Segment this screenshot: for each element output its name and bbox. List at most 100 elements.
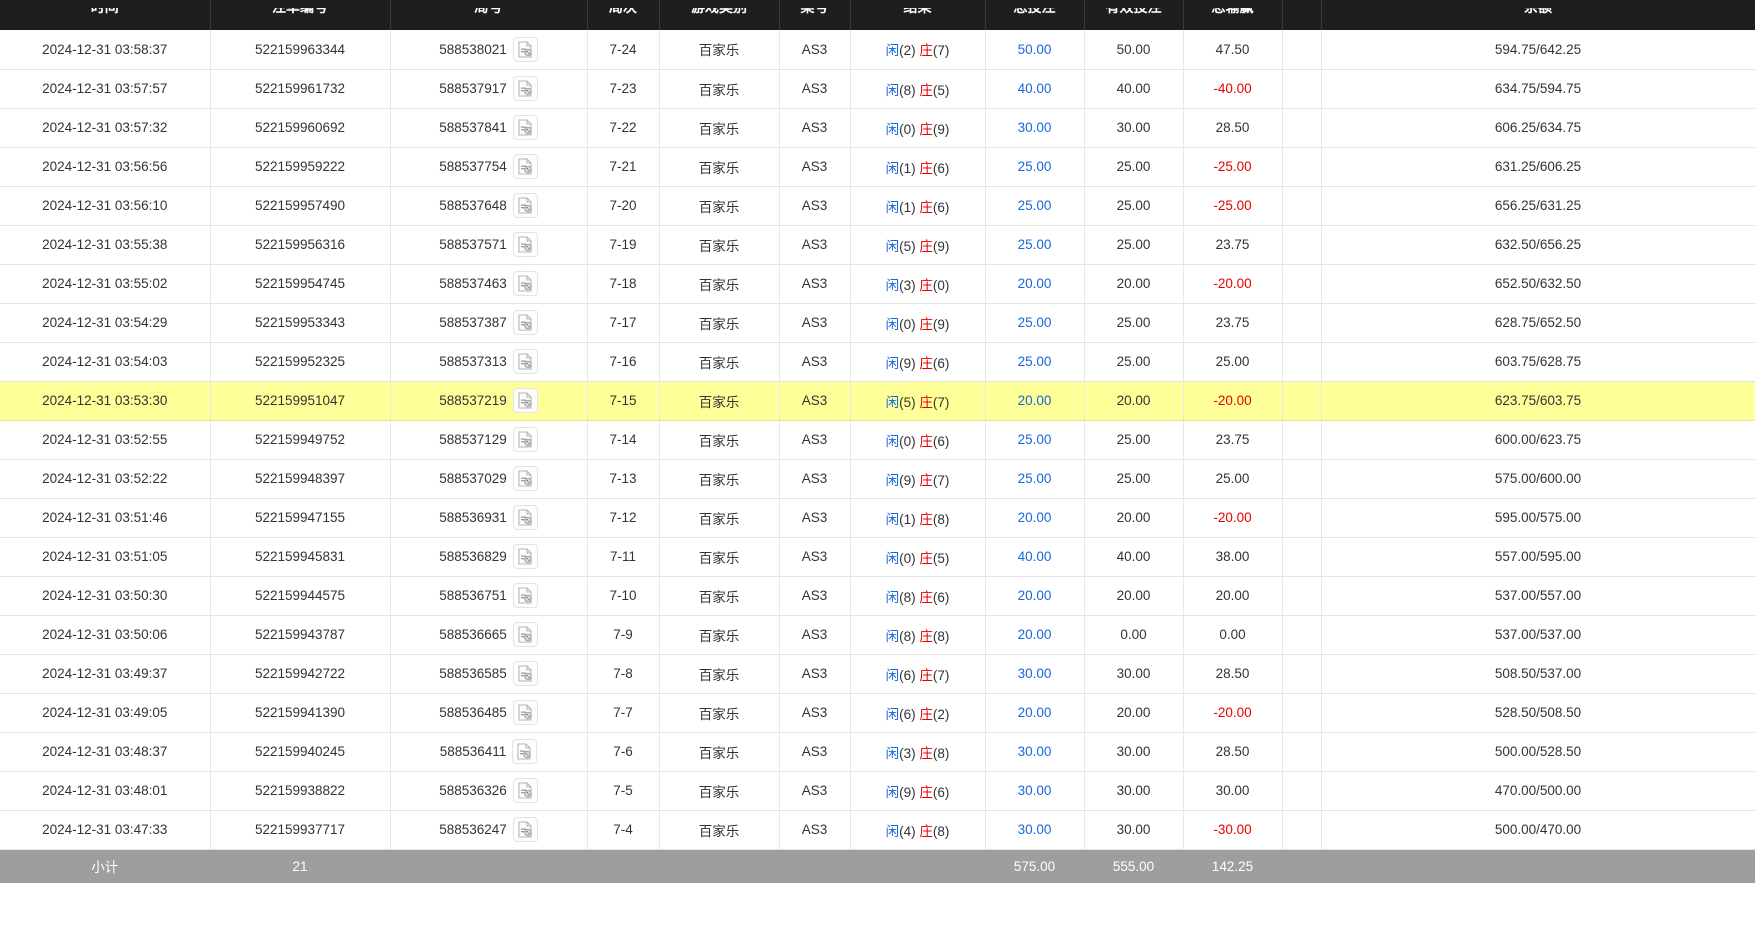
- cell-bet-valid: 20.00: [1084, 498, 1184, 538]
- copy-document-icon[interactable]: [512, 310, 538, 335]
- copy-document-icon[interactable]: [512, 271, 538, 296]
- cell-round-number: 588537841: [390, 108, 588, 148]
- column-header-table_no[interactable]: 桌号: [779, 0, 851, 30]
- result-player-points: (8): [899, 589, 916, 605]
- copy-document-icon[interactable]: [512, 817, 538, 842]
- copy-document-icon[interactable]: [512, 700, 538, 725]
- cell-balance: 623.75/603.75: [1321, 381, 1755, 421]
- cell-win-loss: 20.00: [1183, 576, 1283, 616]
- column-header-time[interactable]: 时间: [0, 0, 211, 30]
- column-header-result[interactable]: 结果: [850, 0, 986, 30]
- copy-document-icon[interactable]: [512, 466, 538, 491]
- column-header-bet_valid[interactable]: 有效投注: [1084, 0, 1184, 30]
- copy-document-icon[interactable]: [512, 388, 538, 413]
- cell-balance: 557.00/595.00: [1321, 537, 1755, 577]
- round-number-wrap: 588537029: [439, 466, 538, 491]
- table-row[interactable]: 2024-12-31 03:49:05 522159941390 588536485…: [0, 693, 1755, 733]
- column-header-clip: 总投注: [985, 8, 1084, 22]
- table-row[interactable]: 2024-12-31 03:56:10 522159957490 588537648…: [0, 186, 1755, 226]
- copy-document-icon[interactable]: [512, 622, 538, 647]
- cell-spacer: [1282, 693, 1322, 733]
- cell-bet-valid: 25.00: [1084, 225, 1184, 265]
- table-row[interactable]: 2024-12-31 03:56:56 522159959222 588537754…: [0, 147, 1755, 187]
- cell-balance: 500.00/528.50: [1321, 732, 1755, 772]
- cell-table-no: AS3: [779, 225, 851, 265]
- result-banker-points: (8): [932, 628, 950, 644]
- result-player-label: 闲: [885, 238, 900, 254]
- copy-document-icon[interactable]: [512, 544, 538, 569]
- table-row[interactable]: 2024-12-31 03:54:03 522159952325 588537313…: [0, 342, 1755, 382]
- table-row[interactable]: 2024-12-31 03:57:57 522159961732 588537917…: [0, 69, 1755, 109]
- table-row[interactable]: 2024-12-31 03:53:30 522159951047 588537219…: [0, 381, 1755, 421]
- table-row[interactable]: 2024-12-31 03:49:37 522159942722 588536585…: [0, 654, 1755, 694]
- cell-balance: 537.00/537.00: [1321, 615, 1755, 655]
- copy-document-icon[interactable]: [512, 583, 538, 608]
- column-header-game[interactable]: 游戏类别: [659, 0, 780, 30]
- round-number-wrap: 588537387: [439, 310, 538, 335]
- cell-balance: 575.00/600.00: [1321, 459, 1755, 499]
- column-header-round_no[interactable]: 局号: [390, 0, 588, 30]
- copy-document-icon[interactable]: [512, 661, 538, 686]
- cell-bet-total: 20.00: [985, 693, 1085, 733]
- copy-document-icon[interactable]: [512, 505, 538, 530]
- cell-table-no: AS3: [779, 810, 851, 850]
- column-header-clip: 桌号: [779, 8, 850, 22]
- result-banker-points: (5): [932, 82, 950, 98]
- table-row[interactable]: 2024-12-31 03:47:33 522159937717 588536247…: [0, 810, 1755, 850]
- cell-spacer: [1282, 771, 1322, 811]
- table-row[interactable]: 2024-12-31 03:54:29 522159953343 588537387…: [0, 303, 1755, 343]
- table-row[interactable]: 2024-12-31 03:48:37 522159940245 588536411…: [0, 732, 1755, 772]
- table-row[interactable]: 2024-12-31 03:48:01 522159938822 588536326…: [0, 771, 1755, 811]
- cell-balance: 656.25/631.25: [1321, 186, 1755, 226]
- round-number-text: 588537754: [439, 159, 507, 174]
- cell-spacer: [1282, 342, 1322, 382]
- copy-document-icon[interactable]: [512, 778, 538, 803]
- table-row[interactable]: 2024-12-31 03:51:05 522159945831 588536829…: [0, 537, 1755, 577]
- cell-win-loss: -40.00: [1183, 69, 1283, 109]
- copy-document-icon[interactable]: [512, 36, 538, 62]
- cell-time: 2024-12-31 03:52:55: [0, 420, 211, 460]
- column-header-balance[interactable]: 余额: [1321, 0, 1755, 30]
- copy-document-icon[interactable]: [512, 76, 538, 101]
- cell-round-seq: 7-9: [587, 615, 660, 655]
- round-number-wrap: 588536829: [439, 544, 538, 569]
- table-footer-row: 小计 21 575.00 555.00 142.25: [0, 849, 1755, 883]
- copy-document-icon[interactable]: [512, 427, 538, 452]
- table-row[interactable]: 2024-12-31 03:51:46 522159947155 588536931…: [0, 498, 1755, 538]
- round-number-wrap: 588536411: [440, 739, 538, 764]
- column-header-win_loss[interactable]: 总输赢: [1183, 0, 1283, 30]
- result-player-label: 闲: [885, 43, 900, 59]
- column-header-spacer[interactable]: [1282, 0, 1322, 30]
- result-banker-points: (6): [932, 355, 950, 371]
- copy-document-icon[interactable]: [512, 154, 538, 179]
- cell-win-loss: 25.00: [1183, 342, 1283, 382]
- copy-document-icon[interactable]: [512, 232, 538, 257]
- result-player-points: (3): [899, 745, 916, 761]
- cell-game-type: 百家乐: [659, 381, 780, 421]
- table-row[interactable]: 2024-12-31 03:50:06 522159943787 588536665…: [0, 615, 1755, 655]
- cell-game-type: 百家乐: [659, 108, 780, 148]
- cell-result: 闲(9) 庄(6): [850, 342, 986, 382]
- copy-document-icon[interactable]: [512, 193, 538, 218]
- table-row[interactable]: 2024-12-31 03:55:02 522159954745 588537463…: [0, 264, 1755, 304]
- table-row[interactable]: 2024-12-31 03:55:38 522159956316 588537571…: [0, 225, 1755, 265]
- copy-document-icon[interactable]: [512, 115, 538, 140]
- round-number-wrap: 588537841: [439, 115, 538, 140]
- table-row[interactable]: 2024-12-31 03:57:32 522159960692 588537841…: [0, 108, 1755, 148]
- column-header-round_seq[interactable]: 局次: [587, 0, 660, 30]
- table-row[interactable]: 2024-12-31 03:58:37 522159963344 588538021…: [0, 30, 1755, 70]
- cell-table-no: AS3: [779, 498, 851, 538]
- cell-round-number: 588537754: [390, 147, 588, 187]
- cell-result: 闲(8) 庄(6): [850, 576, 986, 616]
- cell-win-loss: 25.00: [1183, 459, 1283, 499]
- copy-document-icon[interactable]: [512, 349, 538, 374]
- table-row[interactable]: 2024-12-31 03:50:30 522159944575 588536751…: [0, 576, 1755, 616]
- table-row[interactable]: 2024-12-31 03:52:55 522159949752 588537129…: [0, 420, 1755, 460]
- table-row[interactable]: 2024-12-31 03:52:22 522159948397 588537029…: [0, 459, 1755, 499]
- result-player-points: (0): [899, 316, 916, 332]
- cell-time: 2024-12-31 03:54:29: [0, 303, 211, 343]
- result-banker-points: (0): [932, 277, 950, 293]
- column-header-bet_no[interactable]: 注单编号: [210, 0, 391, 30]
- column-header-bet_total[interactable]: 总投注: [985, 0, 1085, 30]
- copy-document-icon[interactable]: [512, 739, 538, 764]
